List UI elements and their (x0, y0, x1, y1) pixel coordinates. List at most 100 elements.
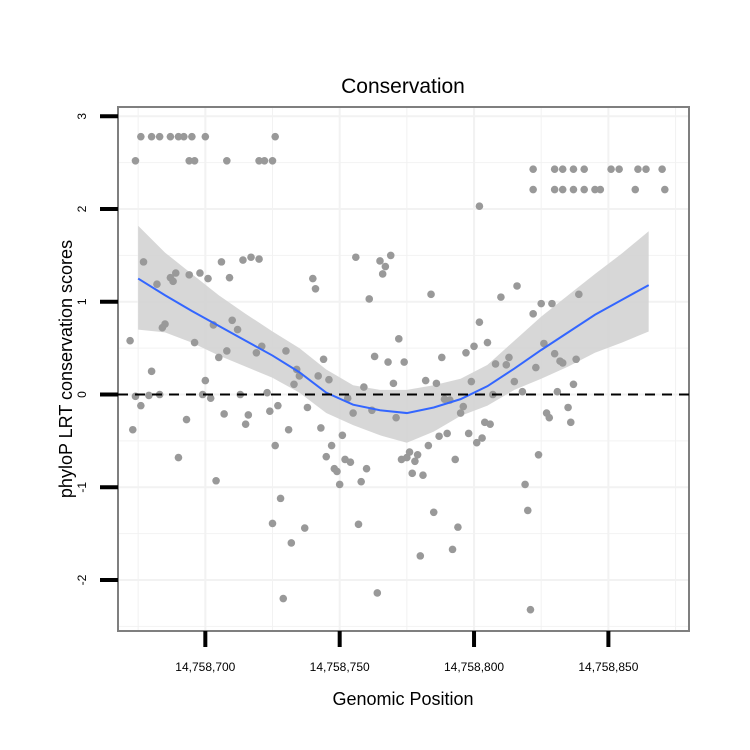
smooth-line-group (137, 277, 650, 415)
data-point (553, 387, 562, 396)
data-point (432, 379, 441, 388)
data-point (658, 165, 666, 173)
data-point (405, 448, 414, 456)
data-point (346, 458, 355, 467)
data-point (381, 262, 390, 271)
data-point (558, 359, 567, 367)
data-point (333, 467, 341, 476)
data-point (550, 349, 559, 358)
data-point (615, 165, 623, 173)
x-tick-label: 14,758,750 (310, 660, 370, 674)
data-point (182, 415, 191, 424)
data-point (486, 420, 494, 428)
data-point (244, 411, 253, 419)
data-point (128, 425, 137, 434)
data-point (408, 469, 417, 478)
data-point (529, 185, 537, 194)
data-point (228, 316, 236, 325)
data-point (201, 376, 210, 385)
data-point (378, 270, 387, 278)
data-point (437, 353, 446, 362)
data-point (537, 299, 546, 308)
y-axis-label: phyloP LRT conservation scores (56, 240, 76, 498)
data-point (454, 523, 462, 531)
data-point (513, 282, 521, 290)
data-point (400, 358, 408, 366)
data-point (220, 410, 228, 418)
data-point (569, 380, 578, 389)
data-point (550, 185, 559, 194)
data-point (223, 347, 231, 355)
data-point (190, 338, 199, 347)
data-point (566, 418, 575, 427)
data-point (389, 379, 398, 388)
y-tick-label: 0 (75, 391, 89, 398)
data-point (472, 438, 481, 447)
data-point (268, 156, 277, 165)
data-point (171, 269, 180, 277)
y-tick-label: -2 (75, 574, 89, 585)
data-point (569, 185, 578, 194)
data-point (497, 293, 505, 301)
data-point (153, 280, 161, 288)
data-point (214, 353, 223, 362)
data-point (365, 295, 374, 303)
data-point (239, 256, 247, 264)
data-point (161, 320, 169, 328)
data-point (196, 269, 204, 277)
data-point (174, 453, 183, 462)
y-tick-label: 2 (75, 205, 89, 212)
x-axis-ticks: 14,758,700 14,758,750 14,758,800 14,758,850 (175, 631, 639, 674)
data-point (376, 257, 384, 265)
data-point (631, 185, 640, 194)
data-point (529, 310, 537, 318)
data-point (266, 407, 274, 415)
data-point (394, 335, 403, 343)
data-point (435, 432, 443, 441)
data-point (335, 480, 344, 489)
data-point (185, 271, 194, 279)
data-point (443, 429, 451, 438)
data-point (325, 375, 333, 384)
data-point (314, 372, 322, 380)
data-point (523, 506, 532, 515)
data-point (413, 450, 422, 459)
data-point (456, 409, 465, 417)
data-point (384, 358, 392, 366)
data-point (607, 165, 615, 173)
data-point (311, 284, 320, 293)
data-point (483, 338, 492, 347)
data-point (451, 455, 460, 464)
data-point (545, 413, 554, 422)
data-point (126, 336, 134, 345)
data-point (131, 156, 140, 165)
data-point (255, 255, 263, 263)
x-tick-label: 14,758,700 (175, 660, 235, 674)
data-point (532, 363, 540, 372)
data-point (198, 390, 207, 399)
data-point (190, 156, 199, 165)
data-point (206, 394, 215, 403)
data-point (155, 132, 164, 141)
data-point (467, 377, 476, 386)
data-point (287, 539, 296, 547)
x-axis-label: Genomic Position (332, 689, 473, 709)
data-point (317, 424, 325, 432)
data-point (491, 360, 500, 368)
data-point (424, 441, 433, 450)
data-point (661, 185, 669, 194)
data-point (564, 403, 572, 412)
x-tick-label: 14,758,850 (578, 660, 638, 674)
data-point (247, 253, 255, 262)
y-axis-ticks: -2 -1 0 1 2 3 (75, 113, 118, 585)
confidence-ribbon-group (138, 225, 649, 443)
data-point (354, 520, 363, 529)
data-point (392, 413, 400, 422)
data-point (166, 132, 175, 141)
data-point (322, 452, 331, 461)
data-point (529, 165, 537, 173)
chart-title: Conservation (341, 75, 465, 98)
data-point (284, 425, 293, 434)
